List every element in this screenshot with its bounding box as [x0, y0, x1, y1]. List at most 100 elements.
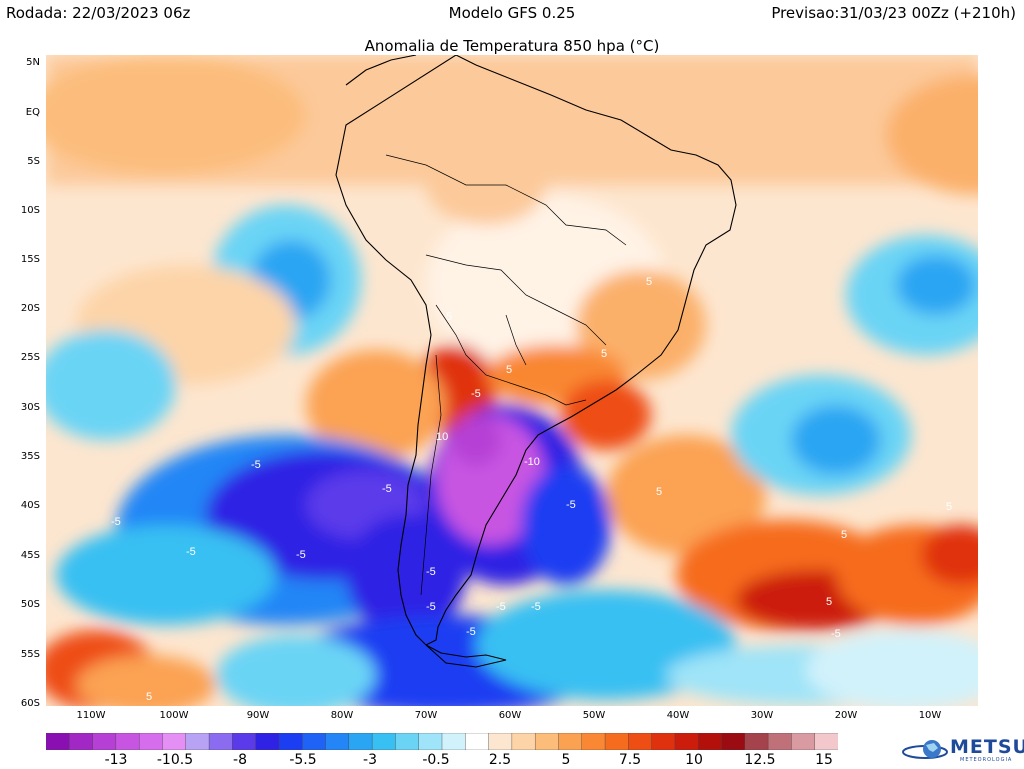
tierra-del-fuego [425, 644, 507, 668]
colorbar-swatch [674, 733, 699, 750]
contour-label: 5 [446, 311, 452, 323]
lat-label: 15S [20, 254, 40, 265]
contour-label: -5 [426, 566, 436, 578]
colorbar-swatch [162, 733, 187, 750]
contour-label: -5 [531, 601, 541, 613]
lon-label: 10W [918, 710, 942, 721]
run-time-label: Rodada: 22/03/2023 06z [6, 4, 191, 22]
colorbar-tick: 2.5 [488, 752, 512, 768]
metsul-globe-icon [902, 740, 948, 759]
contour-label: 10 [436, 431, 448, 443]
colorbar-swatch [488, 733, 513, 750]
contour-label: -5 [831, 628, 841, 640]
contour-label: -5 [471, 388, 481, 400]
contour-label: -5 [466, 626, 476, 638]
lon-label: 20W [834, 710, 858, 721]
colorbar-swatch [721, 733, 746, 750]
colorbar-swatch [814, 733, 838, 750]
colorbar-swatch [348, 733, 373, 750]
lon-label: 80W [330, 710, 354, 721]
lon-label: 100W [159, 710, 189, 721]
contour-label: -5 [296, 549, 306, 561]
lon-label: 30W [750, 710, 774, 721]
contour-label: 5 [146, 691, 152, 703]
lat-label: 25S [20, 352, 40, 363]
colorbar-tick: -8 [233, 752, 247, 768]
contour-label: 5 [656, 486, 662, 498]
lat-label: 45S [20, 550, 40, 561]
metsul-logo-sub: METEOROLOGIA [960, 757, 1013, 763]
contour-label: -5 [566, 499, 576, 511]
colorbar-swatch [465, 733, 490, 750]
lat-label: 60S [20, 698, 40, 709]
colorbar-swatch [69, 733, 94, 750]
colorbar-swatch [581, 733, 606, 750]
colorbar-swatch [534, 733, 560, 750]
colorbar-tick: -13 [104, 752, 128, 768]
colorbar-swatch [371, 733, 397, 750]
lat-label: 50S [20, 599, 40, 610]
lat-label: 20S [20, 303, 40, 314]
colorbar-swatch [441, 733, 466, 750]
contour-label: -5 [426, 601, 436, 613]
lon-label: 70W [414, 710, 438, 721]
coastlines [335, 55, 737, 668]
metsul-logo: METSUL [950, 736, 1024, 758]
lon-label: 50W [582, 710, 606, 721]
lat-label: 55S [20, 649, 40, 660]
colorbar-swatch [278, 733, 303, 750]
colorbar-swatch [628, 733, 653, 750]
colorbar-swatch [208, 733, 234, 750]
lat-label: 35S [20, 451, 40, 462]
colorbar-swatch [138, 733, 164, 750]
colorbar-tick: 7.5 [618, 752, 642, 768]
colorbar-swatch [791, 733, 816, 750]
contour-label: -5 [382, 483, 392, 495]
colorbar-swatch [651, 733, 676, 750]
colorbar-tick: -3 [363, 752, 377, 768]
colorbar-swatch [185, 733, 210, 750]
colorbar-swatch [232, 733, 257, 750]
lat-label: 10S [20, 205, 40, 216]
colorbar-swatch [418, 733, 443, 750]
colorbar-swatch [604, 733, 630, 750]
country-borders [385, 154, 627, 596]
colorbar-swatch [325, 733, 350, 750]
colorbar-swatch [698, 733, 723, 750]
colorbar-tick: -0.5 [422, 752, 450, 768]
colorbar-tick: -5.5 [289, 752, 317, 768]
contour-label: -10 [524, 456, 540, 468]
temperature-anomaly-map: 5 5 5 5 5 10 -5 -10 -5 -5 -5 -5 -5 -5 -5 -5 -5 -5 -5 5 5 5 -5 5 [46, 55, 978, 706]
contour-label: -5 [111, 516, 121, 528]
colorbar-tick: -10.5 [156, 752, 194, 768]
colorbar-swatch [511, 733, 536, 750]
forecast-time-label: Previsao:31/03/23 00Zz (+210h) [771, 4, 1016, 22]
colorbar-swatch [255, 733, 280, 750]
colorbar-swatch [395, 733, 420, 750]
colorbar-swatch [92, 733, 117, 750]
colorbar [46, 733, 838, 750]
contour-label: 5 [946, 501, 952, 513]
colorbar-tick: 5 [561, 752, 571, 768]
colorbar-swatch [302, 733, 327, 750]
contour-label: 5 [506, 364, 512, 376]
south-america-coastline [335, 55, 737, 646]
contour-label: -5 [251, 459, 261, 471]
lat-label: EQ [25, 107, 40, 118]
lon-label: 40W [666, 710, 690, 721]
lat-label: 5S [27, 156, 40, 167]
colorbar-swatch [744, 733, 769, 750]
contour-label: 5 [601, 348, 607, 360]
contour-label: 5 [841, 529, 847, 541]
colorbar-swatch [767, 733, 793, 750]
contour-label: 5 [826, 596, 832, 608]
colorbar-tick: 10 [685, 752, 703, 768]
contour-label: 5 [646, 276, 652, 288]
colorbar-swatch [115, 733, 140, 750]
colorbar-tick: 12.5 [744, 752, 776, 768]
map-title: Anomalia de Temperatura 850 hpa (°C) [364, 37, 660, 55]
lon-label: 90W [246, 710, 270, 721]
contour-labels: 5 5 5 5 5 10 -5 -10 -5 -5 -5 -5 -5 -5 -5 -5 -5 -5 -5 5 5 5 -5 5 [111, 276, 952, 703]
lon-label: 110W [76, 710, 106, 721]
lat-label: 5N [26, 57, 40, 68]
